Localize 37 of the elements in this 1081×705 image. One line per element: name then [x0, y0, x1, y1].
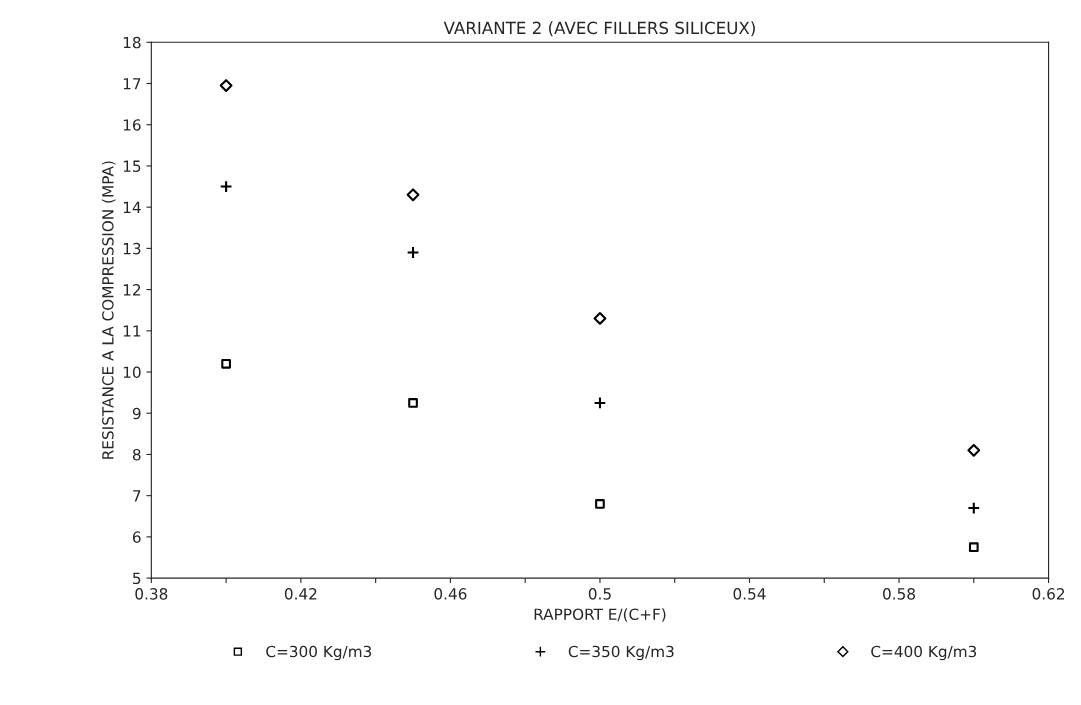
y-tick-label: 12	[123, 284, 141, 296]
point	[406, 188, 420, 202]
y-tick-label: 16	[123, 119, 141, 131]
y-tick-label: 9	[132, 407, 141, 420]
point	[219, 79, 233, 92]
legend-label: C=400 Kg/m3	[871, 645, 977, 661]
x-tick-label: 0.38	[135, 588, 168, 600]
y-tick-label: 6	[132, 531, 141, 543]
point	[408, 398, 418, 408]
legend-label: C=300 Kg/m3	[266, 645, 372, 661]
y-tick-label: 11	[123, 325, 141, 337]
x-axis-title: RAPPORT E/(C+F)	[534, 608, 666, 622]
y-tick-label: 8	[132, 448, 141, 461]
y-tick-label: 7	[133, 490, 141, 502]
y-axis-title: RESISTANCE A LA COMPRESSION (MPA)	[101, 161, 116, 459]
point	[595, 499, 605, 509]
y-tick-label: 10	[123, 366, 141, 379]
x-tick-label: 0.62	[1032, 588, 1065, 600]
y-tick-label: 14	[123, 201, 141, 213]
point	[219, 180, 233, 193]
point	[967, 443, 981, 457]
x-tick-label: 0.5	[588, 588, 611, 600]
y-tick-label: 13	[123, 242, 141, 255]
x-tick-label: 0.58	[883, 588, 915, 600]
y-tick-label: 18	[123, 36, 141, 49]
chart-title: VARIANTE 2 (AVEC FILLERS SILICEUX)	[443, 21, 755, 37]
x-tick-label: 0.42	[284, 588, 317, 600]
x-tick-label: 0.46	[434, 588, 467, 600]
point	[593, 312, 607, 325]
legend-label: C=350 Kg/m3	[568, 645, 674, 661]
point	[406, 246, 420, 259]
y-tick-label: 5	[133, 572, 141, 585]
y-tick-label: 17	[123, 78, 141, 90]
point	[221, 358, 231, 369]
x-tick-label: 0.54	[733, 588, 766, 600]
y-tick-label: 15	[123, 160, 141, 172]
point	[968, 542, 979, 553]
